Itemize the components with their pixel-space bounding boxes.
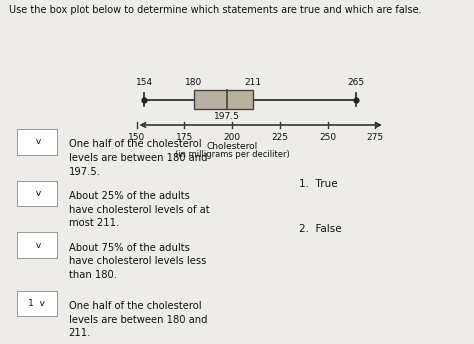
- Text: 154: 154: [136, 77, 153, 87]
- Text: v: v: [33, 240, 41, 250]
- Text: 197.5: 197.5: [214, 112, 240, 121]
- Text: 1  v: 1 v: [28, 299, 45, 308]
- Text: 200: 200: [223, 133, 241, 142]
- Text: v: v: [33, 137, 41, 147]
- Text: 2.  False: 2. False: [299, 224, 341, 234]
- Text: 265: 265: [347, 77, 365, 87]
- Text: v: v: [33, 189, 41, 198]
- Text: 211: 211: [245, 77, 262, 87]
- Text: About 75% of the adults
have cholesterol levels less
than 180.: About 75% of the adults have cholesterol…: [69, 243, 206, 280]
- Text: Cholesterol: Cholesterol: [206, 142, 258, 151]
- Bar: [194, 90, 253, 109]
- Text: 275: 275: [367, 133, 384, 142]
- Text: Use the box plot below to determine which statements are true and which are fals: Use the box plot below to determine whic…: [9, 5, 422, 15]
- Text: One half of the cholesterol
levels are between 180 and
211.: One half of the cholesterol levels are b…: [69, 301, 207, 338]
- Text: One half of the cholesterol
levels are between 180 and
197.5.: One half of the cholesterol levels are b…: [69, 139, 207, 176]
- Text: 180: 180: [185, 77, 202, 87]
- Text: 225: 225: [271, 133, 288, 142]
- Text: 250: 250: [319, 133, 336, 142]
- Text: 150: 150: [128, 133, 145, 142]
- Text: (in milligrams per deciliter): (in milligrams per deciliter): [175, 150, 290, 159]
- Text: 175: 175: [176, 133, 193, 142]
- Text: About 25% of the adults
have cholesterol levels of at
most 211.: About 25% of the adults have cholesterol…: [69, 191, 210, 228]
- Text: 1.  True: 1. True: [299, 179, 337, 189]
